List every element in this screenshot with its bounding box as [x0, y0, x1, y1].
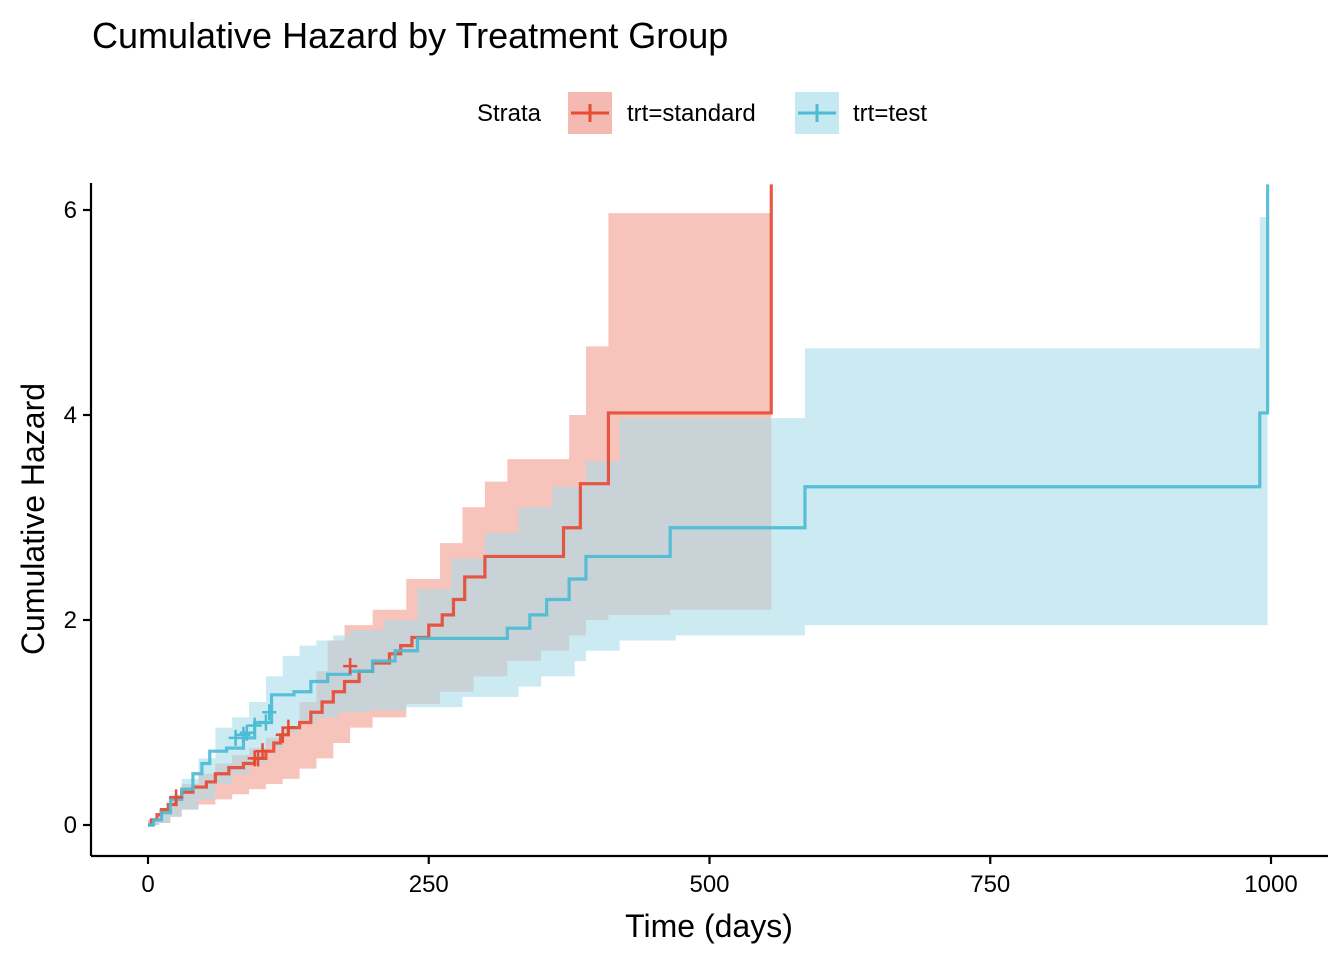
x-tick-label: 1000 [1244, 871, 1297, 898]
censor-mark-test [228, 729, 243, 746]
y-tick-label: 6 [64, 197, 77, 224]
censor-mark-standard [169, 789, 184, 806]
x-tick-label: 750 [970, 871, 1010, 898]
censor-mark-test [258, 714, 273, 731]
y-tick-label: 2 [64, 607, 77, 634]
legend-label-test: trt=test [853, 100, 927, 127]
legend-label-standard: trt=standard [627, 100, 756, 127]
censor-marks [169, 658, 358, 806]
y-tick-label: 0 [64, 812, 77, 839]
x-axis-title: Time (days) [625, 908, 793, 944]
y-tick-label: 4 [64, 402, 77, 429]
x-tick-label: 500 [689, 871, 729, 898]
legend-entry-test: trt=test [795, 92, 927, 134]
x-tick-label: 0 [141, 871, 154, 898]
legend-title: Strata [477, 100, 542, 127]
confidence-ribbons [148, 184, 1268, 825]
x-tick-label: 250 [409, 871, 449, 898]
censor-mark-standard [255, 743, 270, 760]
censor-mark-test [236, 726, 251, 743]
y-axis-title: Cumulative Hazard [15, 383, 51, 655]
x-ticks: 0 250 500 750 1000 [141, 856, 1298, 898]
hazard-line-standard [148, 184, 773, 827]
censor-mark-standard [281, 719, 296, 736]
y-ticks: 0 2 4 6 [64, 197, 91, 839]
hazard-lines [148, 184, 1270, 827]
ribbon-test [148, 184, 1268, 825]
censor-mark-test [247, 717, 262, 734]
censor-mark-test [239, 724, 254, 741]
ribbon-standard [148, 213, 772, 825]
hazard-line-test [148, 184, 1270, 827]
censor-mark-standard [343, 658, 358, 675]
censor-mark-test [262, 704, 277, 721]
chart-title: Cumulative Hazard by Treatment Group [92, 15, 728, 56]
legend: Strata trt=standard trt=test [477, 92, 927, 134]
legend-entry-standard: trt=standard [568, 92, 756, 134]
